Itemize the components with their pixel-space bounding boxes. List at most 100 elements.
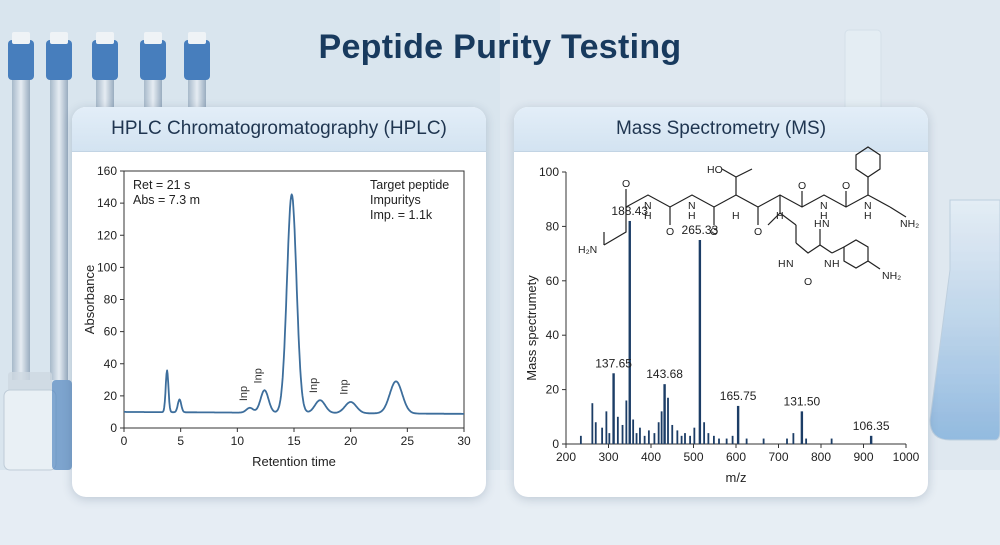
ms-peak-bar: [713, 435, 715, 444]
hplc-annotation-abs: Abs = 7.3 m: [133, 193, 200, 207]
ms-peak-bar: [639, 427, 641, 444]
ms-x-tick-label: 900: [853, 450, 873, 464]
mol-label-h7: H: [778, 258, 786, 270]
mol-label-h9: H: [832, 258, 840, 270]
ms-peak-bar: [608, 433, 611, 444]
ms-peak-bar: [594, 422, 597, 444]
ms-peak-bar: [805, 438, 808, 444]
ms-peak-bar: [698, 240, 702, 444]
ms-peak-bar: [684, 433, 686, 444]
mol-label-h8: H: [814, 218, 822, 230]
ms-peak-bar: [762, 438, 765, 444]
ms-peak-bar: [663, 384, 666, 444]
ms-peak-labels: 188.43 265.33 137.65 143.68 165.75 131.50 106.…: [595, 204, 890, 433]
ms-peak-bar: [869, 435, 873, 444]
ms-peak-label: 265.33: [682, 223, 719, 237]
hplc-y-tick-label: 60: [104, 325, 118, 339]
mol-label-nh2-top: NH₂: [900, 218, 919, 230]
ms-y-tick-label: 40: [546, 328, 560, 342]
ms-peak-bar: [707, 433, 710, 444]
hplc-peak-label: Inp: [253, 368, 265, 383]
mol-label-h4: H: [776, 210, 784, 222]
ms-peak-bar: [643, 435, 646, 444]
ms-peak-bar: [680, 435, 683, 444]
ms-peak-bar: [605, 411, 608, 444]
ms-peak-label: 143.68: [646, 367, 683, 381]
hplc-axes: 0 5 10 15 20 25 30 0 20 40 60 80 100 120 140 160 Retenti…: [82, 164, 471, 469]
hplc-y-axis-title: Absorbance: [82, 265, 97, 334]
ms-peak-bar: [830, 438, 833, 444]
hplc-x-tick-label: 15: [287, 434, 301, 448]
hplc-annotation-impurities: Impuritys: [370, 193, 421, 207]
ms-panel-header: Mass Spectrometry (MS): [514, 107, 928, 152]
hplc-x-axis-title: Retention time: [252, 454, 336, 469]
ms-peak-bar: [616, 416, 619, 444]
ms-peak-bar: [647, 430, 650, 444]
mol-label-n2: N: [688, 200, 696, 212]
ms-y-tick-label: 60: [546, 274, 560, 288]
hplc-panel-header: HPLC Chromatogromatography (HPLC): [72, 107, 486, 152]
ms-peak-bar: [725, 438, 728, 444]
mol-label-h2n: H₂N: [578, 244, 597, 256]
ms-peak-bar: [703, 422, 706, 444]
ms-peak-bar: [718, 438, 720, 444]
ms-peak-label: 188.43: [611, 204, 648, 218]
hplc-annotation-ret: Ret = 21 s: [133, 178, 190, 192]
hplc-annotation-imp: Imp. = 1.1k: [370, 208, 433, 222]
mol-label-n5: N: [786, 258, 794, 270]
ms-y-tick-label: 0: [552, 437, 559, 451]
hplc-y-tick-label: 140: [97, 196, 117, 210]
ms-x-tick-label: 400: [641, 450, 661, 464]
hplc-x-tick-label: 10: [231, 434, 245, 448]
hplc-y-tick-label: 120: [97, 228, 117, 242]
ms-peak-label: 106.35: [853, 419, 890, 433]
hplc-x-tick-label: 25: [401, 434, 415, 448]
hplc-peak-label: Inp: [339, 379, 351, 394]
vial-columns: [8, 32, 210, 380]
hplc-x-tick-label: 20: [344, 434, 358, 448]
mol-label-h5: H: [820, 210, 828, 222]
ms-peaks: [579, 220, 873, 444]
ms-x-axis-title: m/z: [726, 470, 747, 485]
mol-label-o4: O: [754, 226, 762, 238]
hplc-peak-label: Inp: [238, 386, 250, 401]
page-title: Peptide Purity Testing: [318, 28, 682, 66]
ms-peak-bar: [621, 424, 624, 444]
ms-x-tick-label: 600: [726, 450, 746, 464]
ms-peak-label: 137.65: [595, 356, 632, 370]
ms-y-tick-label: 80: [546, 219, 560, 233]
ms-peak-bar: [660, 411, 663, 444]
ms-peak-label: 131.50: [784, 394, 821, 408]
ms-peak-bar: [653, 433, 656, 444]
ms-x-tick-label: 500: [683, 450, 703, 464]
ms-peak-bar: [625, 400, 628, 444]
hplc-peak-label: Inp: [308, 378, 320, 393]
ms-peak-bar: [745, 438, 748, 444]
ms-peak-bar: [628, 220, 631, 444]
ms-x-tick-label: 700: [768, 450, 788, 464]
ms-y-tick-label: 20: [546, 383, 560, 397]
ms-peak-bar: [792, 433, 795, 444]
ms-peak-bar: [731, 435, 734, 444]
mol-label-o1: O: [622, 178, 630, 190]
ms-peak-bar: [601, 427, 604, 444]
mol-label-o3: O: [710, 226, 718, 238]
hplc-y-tick-label: 80: [104, 293, 118, 307]
ms-axes: 200 300 400 500 600 700 800 900 1000 0 20 40 60 80 100…: [524, 165, 920, 485]
ms-peak-bar: [635, 433, 638, 444]
mol-label-o2: O: [666, 226, 674, 238]
ms-peak-bar: [693, 427, 696, 444]
mol-label-o5: O: [798, 180, 806, 192]
ms-peak-bar: [786, 438, 788, 444]
mol-label-o7: O: [804, 276, 812, 288]
ms-x-tick-label: 300: [598, 450, 618, 464]
ms-peak-bar: [657, 422, 660, 444]
ms-peak-bar: [579, 435, 582, 444]
hplc-y-tick-label: 160: [97, 164, 117, 178]
hplc-x-tick-label: 30: [457, 434, 471, 448]
ms-x-tick-label: 1000: [893, 450, 920, 464]
hplc-chromatogram: 0 5 10 15 20 25 30 0 20 40 60 80 100 120 140 160 Retenti…: [82, 164, 471, 469]
ms-peak-bar: [612, 373, 615, 444]
ms-peak-bar: [632, 419, 635, 444]
